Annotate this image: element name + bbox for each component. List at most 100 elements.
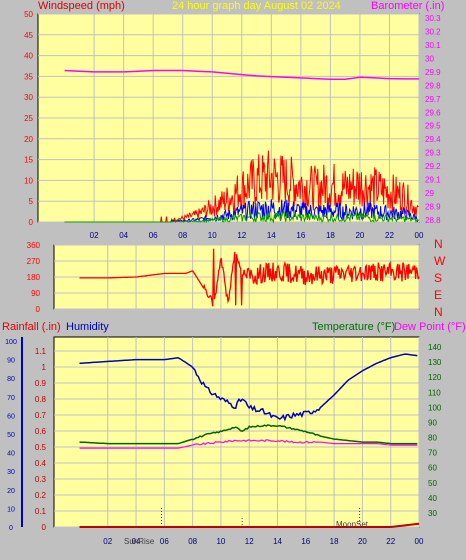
wind-x-tick-label: 02	[90, 231, 99, 240]
barometer-tick-label: 29.7	[425, 95, 441, 104]
temperature-tick-label: 80	[428, 434, 437, 443]
moonset-label: MoonSet	[336, 520, 369, 529]
humidity-tick-label: 50	[7, 432, 15, 439]
rain-tick-label: 0.5	[35, 443, 47, 452]
temperature-tick-label: 70	[428, 449, 437, 458]
wind-x-tick-label: 22	[385, 231, 394, 240]
direction-tick-label: 0	[36, 305, 41, 314]
temperature-series-line	[79, 424, 418, 445]
wind-y-tick-label: 50	[24, 10, 33, 19]
temperature-tick-label: 50	[428, 479, 437, 488]
compass-label: W	[434, 254, 446, 268]
wind-x-tick-label: 20	[355, 231, 364, 240]
temperature-tick-label: 30	[428, 509, 437, 518]
wind-y-tick-label: 20	[24, 135, 33, 144]
wind-x-tick-label: 10	[208, 231, 217, 240]
humidity-tick-label: 20	[7, 488, 15, 495]
humidity-tick-label: 10	[7, 506, 15, 513]
temperature-tick-label: 60	[428, 464, 437, 473]
wind-y-tick-label: 45	[24, 31, 33, 40]
dewpoint-series-line	[79, 439, 418, 449]
humidity-series-line	[79, 353, 418, 422]
rain-tick-label: 0.7	[35, 411, 47, 420]
rain-tick-label: 0.9	[35, 379, 47, 388]
wind-y-tick-label: 25	[24, 114, 33, 123]
wind-x-tick-label: 14	[267, 231, 276, 240]
temperature-tick-label: 110	[428, 388, 441, 397]
temperature-tick-label: 100	[428, 403, 442, 412]
wind-y-tick-label: 15	[24, 156, 33, 165]
wind-x-tick-label: 16	[296, 231, 305, 240]
lower-x-tick-label: 20	[358, 537, 367, 546]
wind-y-tick-label: 0	[29, 218, 34, 227]
barometer-axis-label: Barometer (.in)	[371, 0, 444, 12]
barometer-tick-label: 28.9	[425, 203, 441, 212]
barometer-series-line	[64, 69, 419, 81]
sunrise-label: SunRise	[124, 537, 155, 546]
dewpoint-axis-label: Dew Point (°F)	[394, 321, 466, 333]
wind-y-tick-label: 5	[29, 197, 34, 206]
barometer-tick-label: 29.8	[425, 81, 441, 90]
humidity-tick-label: 80	[7, 376, 15, 383]
wind-x-tick-label: 04	[119, 231, 128, 240]
lower-x-tick-label: 04	[132, 537, 141, 546]
rain-tick-label: 1.1	[35, 347, 47, 356]
barometer-tick-label: 29.2	[425, 162, 441, 171]
rain-tick-label: 0.4	[35, 459, 47, 468]
rain-tick-label: 0.3	[35, 475, 47, 484]
barometer-tick-label: 29	[425, 189, 434, 198]
rainfall-series-line	[79, 522, 420, 528]
humidity-tick-label: 100	[5, 339, 17, 346]
lower-x-tick-label: 06	[160, 537, 169, 546]
humidity-tick-label: 70	[7, 395, 15, 402]
lower-x-tick-label: 22	[386, 537, 395, 546]
barometer-tick-label: 29.1	[425, 176, 441, 185]
humidity-axis-label: Humidity	[66, 321, 109, 333]
lower-x-tick-label: 00	[415, 537, 424, 546]
lower-x-tick-label: 02	[103, 537, 112, 546]
barometer-tick-label: 30.3	[425, 14, 441, 23]
temperature-humidity-plot-area	[53, 336, 420, 528]
wind-x-tick-label: 06	[149, 231, 158, 240]
compass-label: S	[434, 271, 442, 285]
windspeed-axis-label: Windspeed (mph)	[38, 0, 125, 12]
wind-y-tick-label: 10	[24, 176, 33, 185]
rain-tick-label: 0.8	[35, 395, 47, 404]
lower-x-tick-label: 14	[273, 537, 282, 546]
humidity-tick-label: 60	[7, 413, 15, 420]
humidity-tick-label: 90	[7, 358, 15, 365]
compass-label: E	[434, 288, 442, 302]
barometer-tick-label: 29.3	[425, 149, 441, 158]
lower-x-tick-label: 16	[301, 537, 310, 546]
temperature-tick-label: 40	[428, 494, 437, 503]
wind-y-tick-label: 30	[24, 93, 33, 102]
temperature-tick-label: 90	[428, 418, 437, 427]
lower-x-tick-label: 08	[188, 537, 197, 546]
wind-direction-series-line	[79, 248, 420, 307]
barometer-tick-label: 30.1	[425, 41, 441, 50]
temperature-axis-label: Temperature (°F)	[312, 321, 395, 333]
lower-x-tick-label: 12	[245, 537, 254, 546]
rain-tick-label: 0	[42, 523, 47, 532]
barometer-tick-label: 29.9	[425, 68, 441, 77]
rain-tick-label: 1	[42, 363, 47, 372]
graph-title: 24 hour graph day August 02 2024	[172, 0, 341, 12]
direction-tick-label: 180	[27, 273, 41, 282]
direction-tick-label: 360	[27, 241, 41, 250]
wind-gust-green-line	[64, 211, 419, 224]
wind-y-tick-label: 40	[24, 52, 33, 61]
wind-x-tick-label: 18	[326, 231, 335, 240]
temperature-tick-label: 120	[428, 373, 442, 382]
rainfall-axis-label: Rainfall (.in)	[2, 321, 61, 333]
direction-tick-label: 270	[27, 257, 41, 266]
direction-tick-label: 90	[31, 289, 40, 298]
barometer-tick-label: 30	[425, 54, 434, 63]
temperature-tick-label: 130	[428, 358, 442, 367]
rain-tick-label: 0.2	[35, 491, 47, 500]
wind-x-tick-label: 00	[415, 231, 424, 240]
wind-x-tick-label: 12	[237, 231, 246, 240]
barometer-tick-label: 29.6	[425, 108, 441, 117]
wind-y-tick-label: 35	[24, 72, 33, 81]
